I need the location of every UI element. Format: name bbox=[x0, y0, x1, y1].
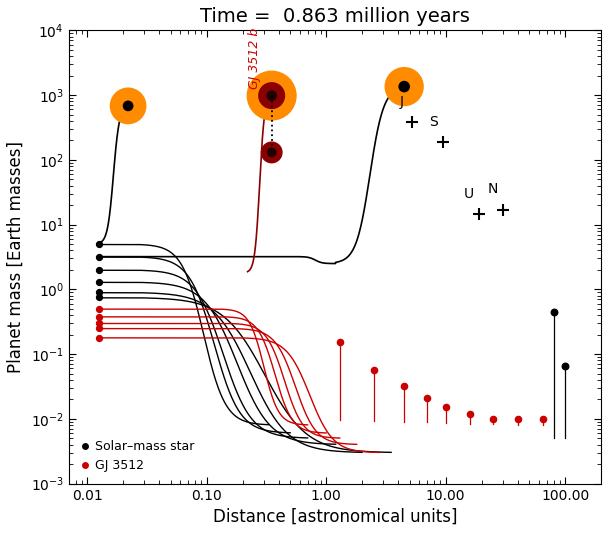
Point bbox=[123, 102, 133, 110]
Point bbox=[548, 308, 558, 316]
Point bbox=[369, 366, 379, 375]
Point bbox=[399, 82, 409, 91]
Point bbox=[538, 415, 548, 423]
Point bbox=[441, 403, 451, 411]
Point bbox=[94, 293, 103, 302]
Point bbox=[94, 304, 103, 313]
Point bbox=[94, 252, 103, 261]
Point bbox=[94, 333, 103, 342]
Point bbox=[267, 91, 277, 100]
Point bbox=[399, 382, 409, 390]
Point bbox=[94, 312, 103, 321]
Text: S: S bbox=[429, 115, 438, 128]
Text: N: N bbox=[487, 182, 497, 197]
Point bbox=[335, 337, 345, 346]
Point bbox=[94, 240, 103, 248]
Point bbox=[399, 82, 409, 91]
Point bbox=[94, 288, 103, 296]
Text: J: J bbox=[399, 95, 403, 109]
Y-axis label: Planet mass [Earth masses]: Planet mass [Earth masses] bbox=[7, 141, 25, 373]
Point bbox=[560, 362, 570, 370]
Point bbox=[465, 409, 475, 418]
Point bbox=[94, 265, 103, 274]
Legend: Solar–mass star, GJ 3512: Solar–mass star, GJ 3512 bbox=[75, 435, 199, 478]
Point bbox=[267, 91, 277, 100]
Point bbox=[267, 148, 277, 157]
Point bbox=[94, 278, 103, 286]
Point bbox=[488, 415, 498, 423]
Title: Time =  0.863 million years: Time = 0.863 million years bbox=[200, 7, 470, 26]
Point bbox=[513, 415, 522, 423]
Point bbox=[123, 102, 133, 110]
X-axis label: Distance [astronomical units]: Distance [astronomical units] bbox=[213, 508, 457, 526]
Point bbox=[94, 324, 103, 333]
Text: U: U bbox=[464, 187, 474, 201]
Text: GJ 3512 b: GJ 3512 b bbox=[248, 28, 261, 90]
Point bbox=[94, 319, 103, 327]
Point bbox=[422, 394, 432, 402]
Point bbox=[267, 148, 277, 157]
Point bbox=[267, 91, 277, 100]
